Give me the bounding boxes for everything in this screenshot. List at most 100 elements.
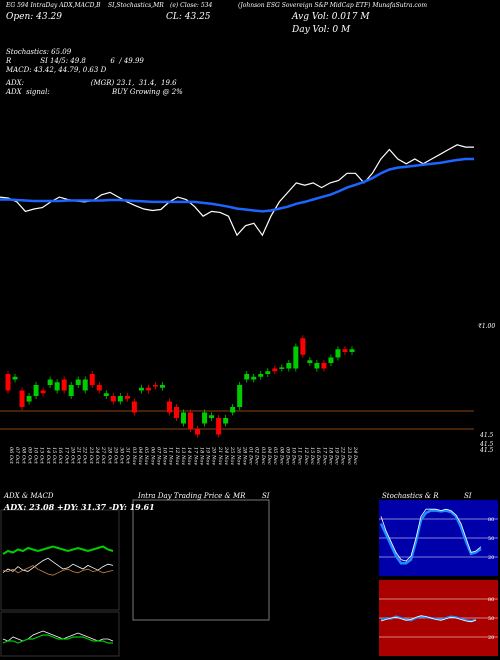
x-tick-label: 13 Oct — [39, 447, 45, 465]
intraday-panel — [132, 499, 270, 621]
adx-panel-values: ADX: 23.08 +DY: 31.37 -DY: 19.61 — [4, 502, 155, 512]
macd-text: MACD: 43.42, 44.79, 0.63 D — [6, 66, 107, 74]
x-tick-label: 20 Oct — [69, 446, 75, 465]
candle-body — [202, 412, 208, 424]
macd-signal-line — [2, 634, 113, 644]
stoch-panel-si: SI — [464, 492, 472, 500]
candle-body — [159, 385, 165, 388]
candle-body — [75, 379, 81, 385]
x-tick-label: 19 Nov — [205, 447, 211, 465]
candle-body — [188, 412, 194, 429]
x-tick-label: 13 Nov — [180, 447, 186, 465]
rsi-text: R SI 14/5: 49.8 6 / 49.99 — [6, 57, 144, 65]
x-tick-label: 03 Nov — [131, 447, 137, 465]
x-tick-label: 09 Dec — [284, 447, 290, 465]
x-tick-label: 04 Dec — [266, 447, 272, 465]
stoch-level-label: 20 — [488, 555, 494, 561]
di-plus-line — [2, 557, 114, 573]
header-line1-right: (Johnson ESG Sovereign S&P MidCap ETF) M… — [238, 2, 428, 9]
candle-body — [12, 376, 18, 380]
macd-panel — [0, 611, 120, 657]
candle-body — [300, 338, 306, 355]
candle-body — [19, 390, 25, 407]
avg-vol-label: Avg Vol: 0.017 M — [292, 12, 370, 22]
candle-body — [5, 374, 11, 391]
candle-body — [349, 349, 355, 352]
x-tick-label: 03 Dec — [260, 447, 266, 465]
stochastics-text: Stochastics: 65.09 — [6, 48, 72, 56]
x-tick-label: 01 Dec — [248, 447, 254, 465]
header-line1-mid: SI,Stochastics,MR — [108, 2, 164, 9]
candle-body — [124, 396, 130, 399]
x-tick-label: 24 Dec — [352, 446, 358, 465]
di-minus-line — [2, 565, 114, 576]
x-tick-label: 29 Oct — [112, 446, 118, 465]
candle-body — [237, 385, 243, 407]
x-tick-label: 28 Nov — [241, 446, 247, 465]
stoch-panel-title: Stochastics & R — [382, 492, 439, 500]
candle-body — [173, 407, 179, 418]
candle-body — [181, 412, 187, 424]
x-tick-label: 30 Oct — [119, 447, 125, 465]
candle-body — [223, 418, 229, 424]
candle-body — [307, 360, 313, 363]
price-label-lower-a: 41.5 — [480, 432, 494, 439]
rsi-level-label: 20 — [488, 635, 494, 641]
x-tick-label: 12 Dec — [303, 447, 309, 465]
x-tick-label: 11 Nov — [168, 447, 174, 465]
x-tick-label: 18 Nov — [198, 447, 204, 465]
adx-line — [2, 545, 114, 555]
candle-body — [131, 401, 137, 413]
x-tick-label: 24 Nov — [223, 446, 229, 465]
candle-body — [286, 363, 292, 369]
candle-body — [244, 374, 250, 380]
x-tick-label: 18 Dec — [327, 447, 333, 465]
candle-body — [251, 376, 257, 380]
x-tick-label: 20 Nov — [211, 446, 217, 465]
candle-body — [117, 396, 123, 402]
price-label-lower-c: 41.5 — [480, 447, 494, 454]
x-tick-label: 28 Oct — [106, 446, 112, 465]
x-tick-label: 14 Oct — [45, 447, 51, 465]
x-tick-label: 22 Oct — [82, 446, 88, 465]
x-tick-label: 15 Oct — [51, 447, 57, 465]
candle-body — [152, 385, 158, 387]
x-tick-label: 08 Dec — [278, 447, 284, 465]
candle-body — [33, 385, 39, 396]
candle-body — [216, 418, 222, 435]
x-tick-label: 23 Oct — [88, 446, 94, 465]
x-tick-label: 26 Nov — [235, 446, 241, 465]
candle-body — [96, 385, 102, 391]
x-tick-label: 12 Nov — [174, 447, 180, 465]
x-tick-label: 10 Nov — [162, 447, 168, 465]
candle-body — [68, 385, 74, 396]
candle-body — [328, 357, 334, 363]
x-tick-label: 22 Dec — [340, 446, 346, 465]
candle-body — [89, 374, 95, 385]
rsi-signal-line — [380, 615, 477, 623]
candle-body — [26, 396, 32, 402]
x-tick-label: 17 Nov — [192, 447, 198, 465]
candle-body — [314, 363, 320, 369]
candle-body — [47, 379, 53, 385]
open-label: Open: 43.29 — [6, 12, 62, 22]
price-label-upper: ₹1.00 — [478, 323, 496, 330]
x-tick-label: 14 Nov — [186, 447, 192, 465]
candle-body — [110, 396, 116, 402]
x-tick-label: 16 Dec — [315, 447, 321, 465]
candle-body — [230, 407, 236, 413]
x-tick-label: 17 Oct — [63, 447, 69, 465]
x-tick-label: 24 Oct — [94, 446, 100, 465]
x-tick-label: 15 Dec — [309, 447, 315, 465]
x-tick-label: 21 Nov — [217, 446, 223, 465]
stoch-d-line — [380, 508, 482, 562]
intraday-panel-si: SI — [262, 492, 270, 500]
close-price-line — [0, 144, 474, 237]
x-tick-label: 07 Oct — [14, 447, 20, 465]
candle-body — [145, 387, 151, 391]
header-line1-mid2: (e) Close: 534 — [170, 2, 213, 9]
x-tick-label: 16 Oct — [57, 447, 63, 465]
candle-body — [293, 346, 299, 369]
rsi-level-label: 80 — [488, 597, 494, 603]
